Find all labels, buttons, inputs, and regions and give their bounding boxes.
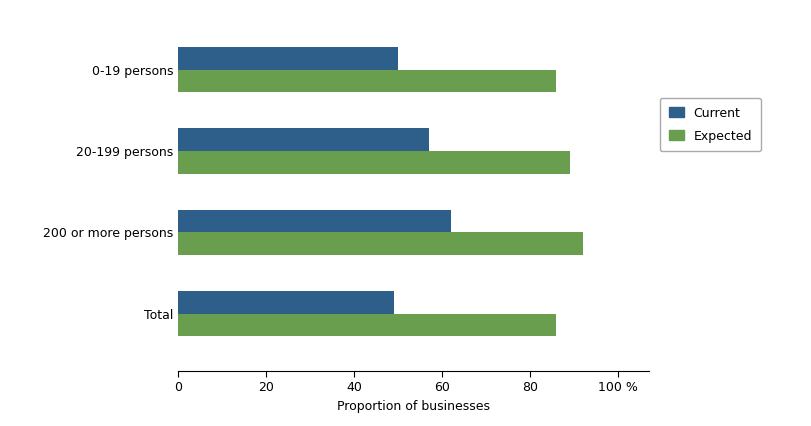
Bar [178,151,569,174]
Bar [178,47,398,70]
Bar [178,232,583,255]
Bar [178,210,451,232]
X-axis label: Proportion of businesses: Proportion of businesses [337,400,490,413]
Legend: Current, Expected: Current, Expected [660,98,761,151]
Bar [178,291,394,314]
Bar [178,128,429,151]
Bar [178,314,556,337]
Bar [178,70,556,92]
